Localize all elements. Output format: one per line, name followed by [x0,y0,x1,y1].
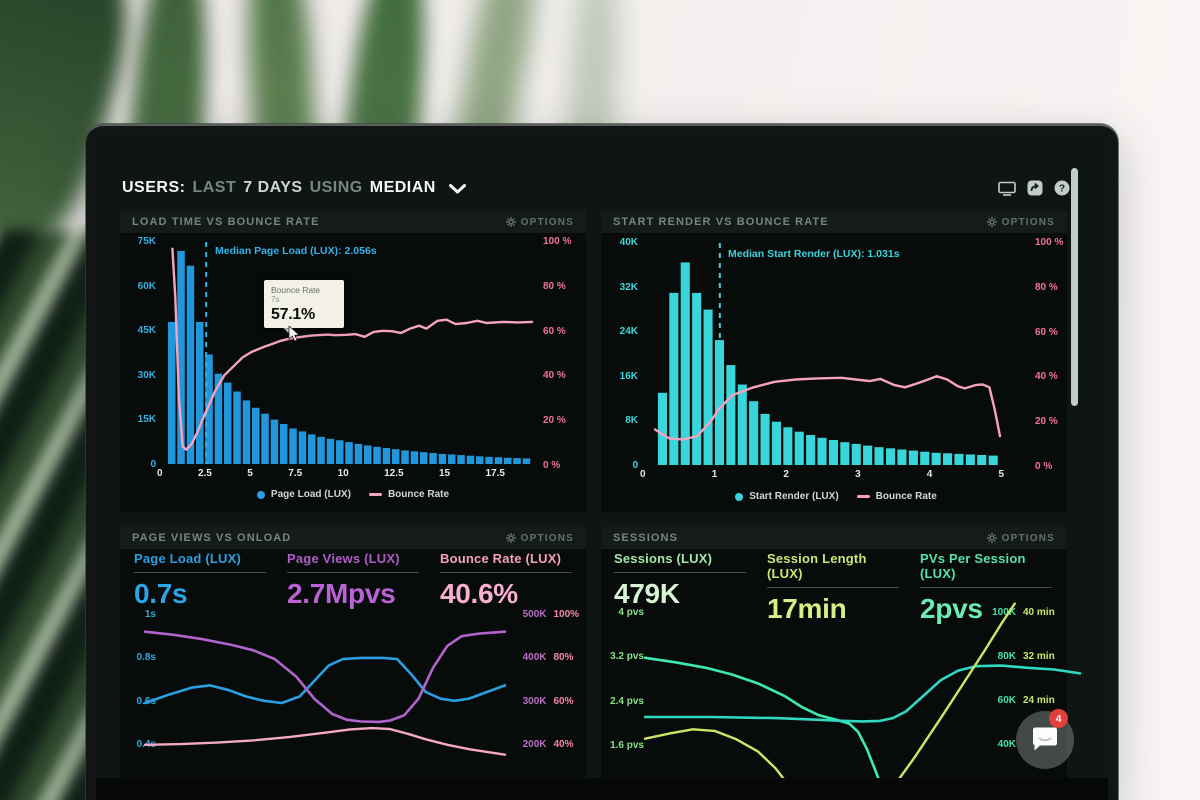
sessions-line-chart[interactable] [643,602,1082,800]
gear-icon [986,533,997,543]
stat-label: Bounce Rate (LUX) [440,551,572,573]
stat-sessions: Sessions (LUX) 479K [614,551,746,625]
stat-session-length: Session Length (LUX) 17min [767,551,899,625]
legend-label: Bounce Rate [875,491,937,502]
panel-title: PAGE VIEWS VS ONLOAD [132,532,292,544]
panel-title: START RENDER VS BOUNCE RATE [613,216,829,228]
stats-row: Sessions (LUX) 479K Session Length (LUX)… [614,551,1058,625]
share-icon[interactable] [1027,180,1043,196]
legend-item-start-render[interactable]: Start Render (LUX) [735,491,839,502]
stat-value: 0.7s [134,578,188,609]
display-icon[interactable] [998,181,1016,196]
scrollbar-thumb[interactable] [1071,168,1078,406]
title-part: LAST [192,179,237,196]
options-label: OPTIONS [1001,216,1055,228]
screen-bottom-strip [96,778,1108,800]
chart-legend: Page Load (LUX) Bounce Rate [233,489,473,500]
legend-label: Start Render (LUX) [749,491,839,502]
stat-bounce-rate: Bounce Rate (LUX) 40.6% [440,551,572,610]
chevron-down-icon [448,184,466,194]
options-label: OPTIONS [1001,532,1055,544]
title-part: 7 DAYS [243,179,303,196]
legend-dot-marker [735,492,744,501]
chat-bubble-icon [1033,727,1057,751]
y-axis-left-sessions: 75K 60K 45K 30K 15K 0 [137,236,156,470]
options-button[interactable]: OPTIONS [986,532,1055,544]
stat-label: Sessions (LUX) [614,551,746,573]
dashboard-header: USERS: LAST 7 DAYS USING MEDIAN ? [122,175,1070,201]
load-time-histogram-chart[interactable] [168,242,534,464]
stat-value: 2pvs [920,593,983,624]
chat-unread-badge: 4 [1049,709,1068,728]
legend-item-bounce-rate[interactable]: Bounce Rate [368,489,450,500]
panel-header: SESSIONS OPTIONS [601,527,1067,549]
legend-line-marker [368,493,382,496]
options-button[interactable]: OPTIONS [505,216,574,228]
chat-widget-button[interactable] [1016,711,1074,769]
x-axis-load-time: 0 2.5 5 7.5 10 12.5 15 17.5 [157,468,505,479]
panel-title: SESSIONS [613,532,679,544]
panel-sessions: SESSIONS OPTIONS [601,527,1067,778]
gear-icon [505,533,516,543]
help-icon[interactable]: ? [1054,180,1070,196]
gear-icon [505,217,516,227]
gear-icon [986,217,997,227]
panel-header: PAGE VIEWS VS ONLOAD OPTIONS [120,527,586,549]
legend-dot-marker [256,490,265,499]
options-button[interactable]: OPTIONS [986,216,1055,228]
y-axis-left-sessions: 40K 32K 24K 16K 8K 0 [619,237,638,471]
stat-value: 17min [767,593,847,624]
title-part: USERS: [122,179,186,196]
legend-item-bounce-rate[interactable]: Bounce Rate [856,491,937,502]
stat-value: 479K [614,578,680,609]
median-annotation: Median Start Render (LUX): 1.031s [728,248,900,260]
hover-tooltip: Bounce Rate 7s 57.1% [264,280,344,328]
stat-label: PVs Per Session (LUX) [920,551,1052,588]
mouse-cursor [288,326,300,342]
y-axis-right-sessions-minutes: 100K 40 min 80K 32 min 60K 24 min 40K [992,607,1055,750]
stat-value: 2.7Mpvs [287,578,396,609]
options-button[interactable]: OPTIONS [505,532,574,544]
tooltip-series: Bounce Rate [271,285,321,295]
stat-page-views: Page Views (LUX) 2.7Mpvs [287,551,419,610]
median-annotation: Median Page Load (LUX): 2.056s [215,245,377,257]
title-part: USING [309,179,363,196]
stat-value: 40.6% [440,578,518,609]
page-views-line-chart[interactable] [143,615,507,756]
legend-item-page-load[interactable]: Page Load (LUX) [256,489,351,500]
y-axis-right-bounce: 100 % 80 % 60 % 40 % 20 % 0 % [1035,237,1064,472]
stat-page-load: Page Load (LUX) 0.7s [134,551,266,610]
panel-header: START RENDER VS BOUNCE RATE OPTIONS [601,211,1067,233]
tooltip-value: 57.1% [271,306,315,323]
tooltip-x-value: 7s [271,295,280,304]
y-axis-left-pvs: 4 pvs 3.2 pvs 2.4 pvs 1.6 pvs [610,607,644,751]
stat-label: Page Views (LUX) [287,551,419,573]
options-label: OPTIONS [520,532,574,544]
legend-line-marker [856,495,870,498]
options-label: OPTIONS [520,216,574,228]
start-render-histogram-chart[interactable] [648,243,1002,465]
users-range-dropdown[interactable]: USERS: LAST 7 DAYS USING MEDIAN [122,179,466,197]
stat-label: Page Load (LUX) [134,551,266,573]
svg-text:?: ? [1059,183,1065,195]
legend-label: Page Load (LUX) [270,489,351,500]
panel-page-views-vs-onload: PAGE VIEWS VS ONLOAD OPTIONS [120,527,586,778]
y-axis-right-views-bounce: 500K 100% 400K 80% 300K 60% 200K 40% [522,609,580,750]
title-part: MEDIAN [369,179,436,196]
panel-header: LOAD TIME VS BOUNCE RATE OPTIONS [120,211,586,233]
y-axis-right-bounce: 100 % 80 % 60 % 40 % 20 % 0 % [543,236,572,471]
stat-pvs-per-session: PVs Per Session (LUX) 2pvs [920,551,1052,625]
stats-row: Page Load (LUX) 0.7s Page Views (LUX) 2.… [134,551,578,610]
legend-label: Bounce Rate [387,489,450,500]
panel-title: LOAD TIME VS BOUNCE RATE [132,216,320,228]
chart-legend: Start Render (LUX) Bounce Rate [716,491,956,502]
header-icons: ? [998,180,1070,196]
stat-label: Session Length (LUX) [767,551,899,588]
